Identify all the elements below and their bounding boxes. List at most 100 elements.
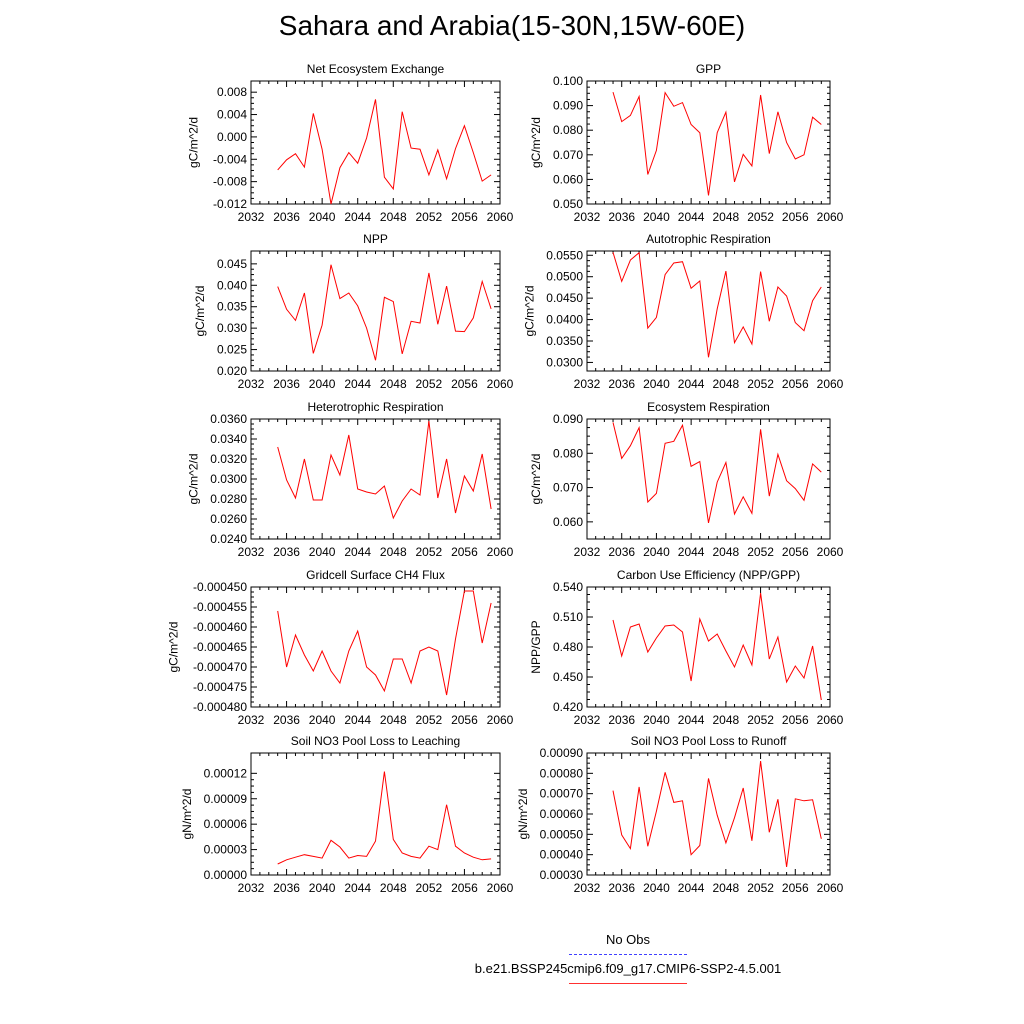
x-tick-label: 2036	[273, 881, 300, 895]
series-line	[612, 422, 822, 524]
y-tick-label: 0.00000	[204, 868, 248, 882]
y-tick-label: -0.008	[213, 175, 247, 189]
panel-title: Soil NO3 Pool Loss to Runoff	[631, 734, 788, 748]
panel-title: NPP	[363, 232, 388, 246]
x-tick-label: 2052	[747, 545, 774, 559]
x-tick-label: 2040	[309, 545, 336, 559]
y-tick-label: 0.0300	[210, 472, 247, 486]
x-tick-label: 2032	[574, 545, 601, 559]
x-tick-label: 2056	[451, 210, 478, 224]
x-tick-label: 2036	[273, 713, 300, 727]
x-tick-label: 2036	[608, 545, 635, 559]
x-tick-label: 2036	[608, 210, 635, 224]
y-tick-label: 0.000	[217, 130, 247, 144]
x-tick-label: 2060	[487, 545, 514, 559]
y-axis-label: gC/m^2/d	[186, 454, 200, 505]
legend-obs-label: No Obs	[605, 932, 651, 947]
x-tick-label: 2056	[451, 545, 478, 559]
x-tick-label: 2032	[574, 210, 601, 224]
plot-frame	[250, 752, 501, 876]
y-tick-label: -0.004	[213, 152, 247, 166]
x-tick-label: 2056	[451, 881, 478, 895]
y-tick-label: 0.420	[553, 700, 583, 714]
y-tick-label: 0.00080	[540, 766, 584, 780]
y-tick-label: 0.00012	[204, 766, 248, 780]
x-tick-label: 2056	[782, 210, 809, 224]
x-tick-label: 2060	[817, 881, 844, 895]
y-tick-label: 0.0300	[546, 355, 583, 369]
x-tick-label: 2044	[678, 377, 705, 391]
x-tick-label: 2060	[487, 881, 514, 895]
legend-obs-line	[569, 954, 687, 955]
x-tick-label: 2056	[782, 881, 809, 895]
y-tick-label: -0.000460	[193, 620, 247, 634]
x-tick-label: 2036	[273, 545, 300, 559]
x-tick-label: 2036	[608, 881, 635, 895]
y-tick-label: 0.045	[217, 257, 247, 271]
x-tick-label: 2040	[643, 545, 670, 559]
x-tick-label: 2048	[713, 377, 740, 391]
x-tick-label: 2044	[678, 881, 705, 895]
series-line	[277, 99, 492, 205]
y-tick-label: 0.00070	[540, 787, 584, 801]
x-tick-label: 2060	[817, 377, 844, 391]
x-tick-label: 2032	[238, 210, 265, 224]
x-tick-label: 2036	[273, 210, 300, 224]
series-line	[277, 771, 492, 865]
series-line	[277, 264, 492, 361]
x-tick-label: 2032	[238, 545, 265, 559]
panel-title: Gridcell Surface CH4 Flux	[306, 568, 445, 582]
x-tick-label: 2060	[817, 210, 844, 224]
x-tick-label: 2056	[782, 545, 809, 559]
series-line	[612, 251, 822, 358]
x-tick-label: 2040	[309, 377, 336, 391]
x-tick-label: 2052	[747, 210, 774, 224]
x-tick-label: 2032	[238, 713, 265, 727]
y-tick-label: 0.090	[553, 412, 583, 426]
y-axis-label: gC/m^2/d	[529, 454, 543, 505]
y-axis-label: gC/m^2/d	[522, 286, 536, 337]
x-tick-label: 2040	[643, 377, 670, 391]
y-tick-label: 0.008	[217, 85, 247, 99]
y-tick-label: -0.000475	[193, 680, 247, 694]
series-line	[277, 420, 492, 520]
x-tick-label: 2052	[416, 210, 443, 224]
x-tick-label: 2048	[380, 713, 407, 727]
y-axis-label: gC/m^2/d	[186, 117, 200, 168]
x-tick-label: 2032	[238, 377, 265, 391]
x-tick-label: 2052	[747, 881, 774, 895]
y-tick-label: 0.025	[217, 343, 247, 357]
y-tick-label: -0.000450	[193, 580, 247, 594]
y-tick-label: -0.000455	[193, 600, 247, 614]
legend-case-line	[569, 983, 687, 984]
panel-title: Carbon Use Efficiency (NPP/GPP)	[617, 568, 800, 582]
y-tick-label: 0.035	[217, 300, 247, 314]
y-tick-label: 0.030	[217, 321, 247, 335]
y-tick-label: 0.480	[553, 640, 583, 654]
panel-title: GPP	[696, 62, 721, 76]
y-tick-label: 0.510	[553, 610, 583, 624]
y-tick-label: 0.080	[553, 123, 583, 137]
x-tick-label: 2052	[747, 713, 774, 727]
series-line	[612, 592, 822, 701]
y-tick-label: 0.00050	[540, 827, 584, 841]
x-tick-label: 2060	[487, 210, 514, 224]
x-tick-label: 2044	[678, 210, 705, 224]
panel-title: Ecosystem Respiration	[647, 400, 770, 414]
x-tick-label: 2044	[344, 713, 371, 727]
y-axis-label: gN/m^2/d	[180, 789, 194, 840]
y-tick-label: 0.0340	[210, 432, 247, 446]
x-tick-label: 2044	[344, 545, 371, 559]
y-tick-label: 0.060	[553, 515, 583, 529]
plot-frame	[250, 586, 501, 708]
panel-title: Heterotrophic Respiration	[307, 400, 443, 414]
y-tick-label: 0.050	[553, 197, 583, 211]
y-tick-label: 0.004	[217, 108, 247, 122]
y-tick-label: 0.070	[553, 481, 583, 495]
y-tick-label: 0.020	[217, 364, 247, 378]
x-tick-label: 2060	[487, 713, 514, 727]
x-tick-label: 2056	[451, 713, 478, 727]
y-tick-label: 0.0280	[210, 492, 247, 506]
y-tick-label: 0.450	[553, 670, 583, 684]
